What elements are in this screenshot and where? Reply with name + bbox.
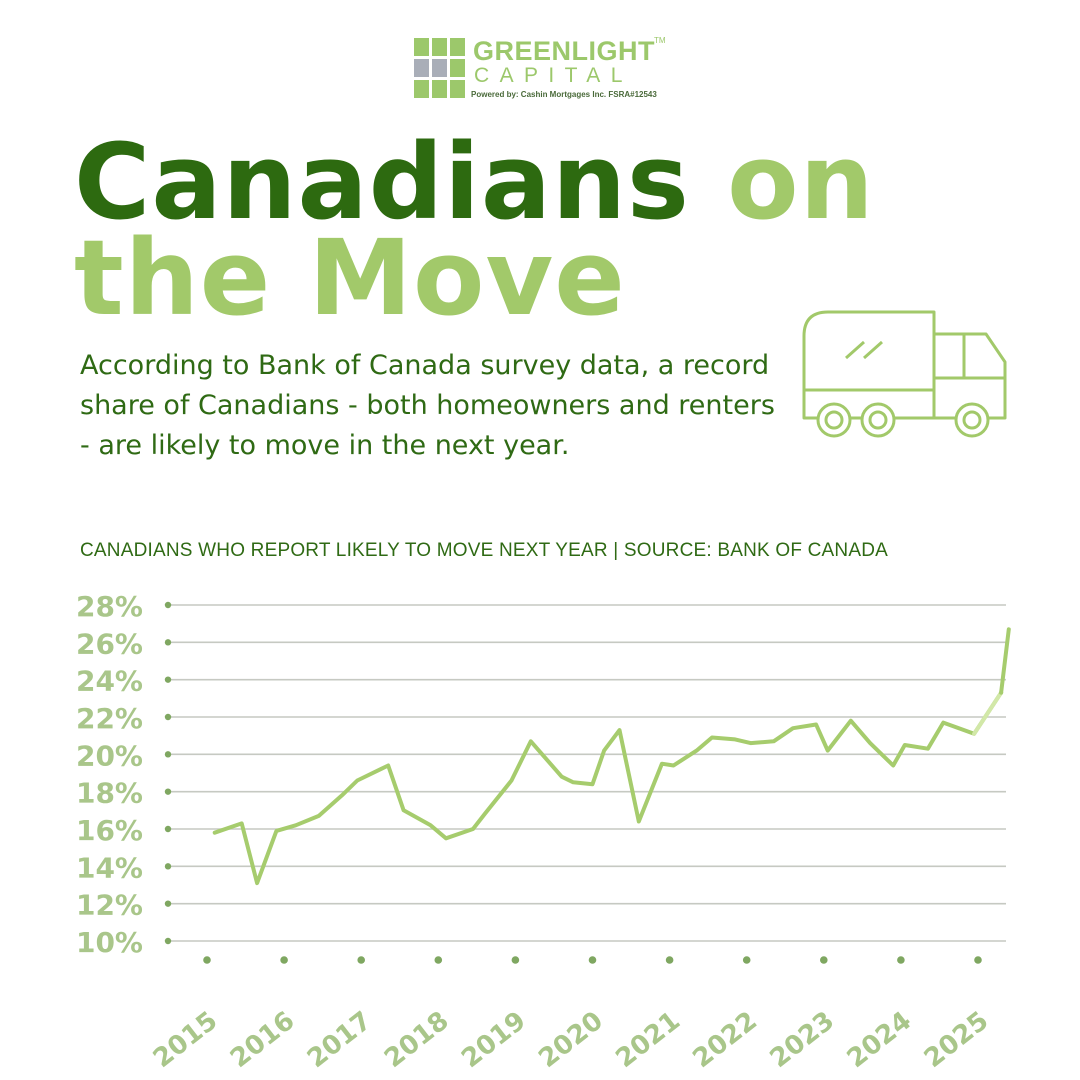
title-word-the: the (74, 217, 272, 339)
truck-icon (802, 310, 1007, 438)
x-tick-label: 2016 (225, 1006, 301, 1074)
logo-grid-icon (414, 38, 468, 100)
x-tick-dot (665, 956, 674, 964)
x-tick-label: 2015 (148, 1006, 224, 1074)
logo-name-line2: CAPITAL (474, 64, 633, 87)
x-tick-dot (511, 956, 520, 964)
x-tick-label: 2021 (610, 1006, 686, 1074)
page-title-line2: the Move (74, 226, 626, 330)
y-tick-label: 10% (76, 926, 143, 959)
y-tick-label: 16% (76, 814, 143, 847)
intro-paragraph: According to Bank of Canada survey data,… (80, 350, 775, 461)
grid-dot (164, 601, 172, 609)
x-tick-label: 2018 (379, 1006, 455, 1074)
x-tick-label: 2022 (688, 1006, 764, 1074)
logo-name-line1: GREENLIGHT (473, 36, 656, 66)
x-tick-label: 2017 (302, 1006, 378, 1074)
x-tick-label: 2020 (533, 1006, 609, 1074)
x-tick-dot (974, 956, 982, 964)
x-tick-label: 2024 (842, 1006, 918, 1074)
y-tick-label: 24% (76, 665, 143, 698)
x-tick-dot (357, 956, 366, 964)
x-tick-dot (280, 956, 288, 964)
y-tick-label: 26% (76, 627, 143, 660)
title-word-canadians: Canadians (74, 121, 690, 243)
x-tick-label: 2019 (456, 1006, 532, 1074)
grid-dot (164, 676, 172, 683)
grid-dot (164, 863, 172, 870)
chart-subtitle: CANADIANS WHO REPORT LIKELY TO MOVE NEXT… (80, 540, 888, 561)
page-title-line1: Canadians on (74, 130, 875, 234)
x-tick-label: 2023 (765, 1006, 841, 1074)
x-tick-dot (742, 956, 751, 964)
y-tick-label: 28% (76, 590, 143, 623)
grid-dot (164, 639, 172, 646)
grid-dot (164, 825, 172, 833)
y-tick-label: 18% (76, 777, 143, 810)
y-tick-label: 22% (76, 702, 143, 735)
title-word-move: Move (308, 217, 626, 339)
series-line-latest (999, 627, 1011, 695)
grid-dot (164, 713, 172, 721)
series-line-recent (972, 690, 1004, 736)
y-tick-label: 14% (76, 851, 143, 884)
grid-dot (164, 788, 172, 795)
logo-powered-by: Powered by: Cashin Mortgages Inc. FSRA#1… (471, 90, 657, 99)
y-tick-label: 12% (76, 889, 143, 922)
title-word-on: on (727, 121, 875, 243)
company-logo: GREENLIGHT TM CAPITAL Powered by: Cashin… (414, 36, 674, 102)
x-tick-dot (434, 956, 443, 964)
grid-dot (164, 937, 172, 945)
x-tick-dot (820, 956, 828, 964)
x-tick-dot (897, 956, 905, 964)
x-tick-label: 2025 (919, 1006, 995, 1074)
series-line-main (212, 690, 1004, 886)
y-tick-label: 20% (76, 739, 143, 772)
x-tick-dot (588, 956, 597, 964)
grid-dot (164, 751, 172, 758)
x-tick-dot (203, 956, 211, 964)
logo-trademark: TM (654, 36, 666, 45)
grid-dot (164, 900, 172, 907)
